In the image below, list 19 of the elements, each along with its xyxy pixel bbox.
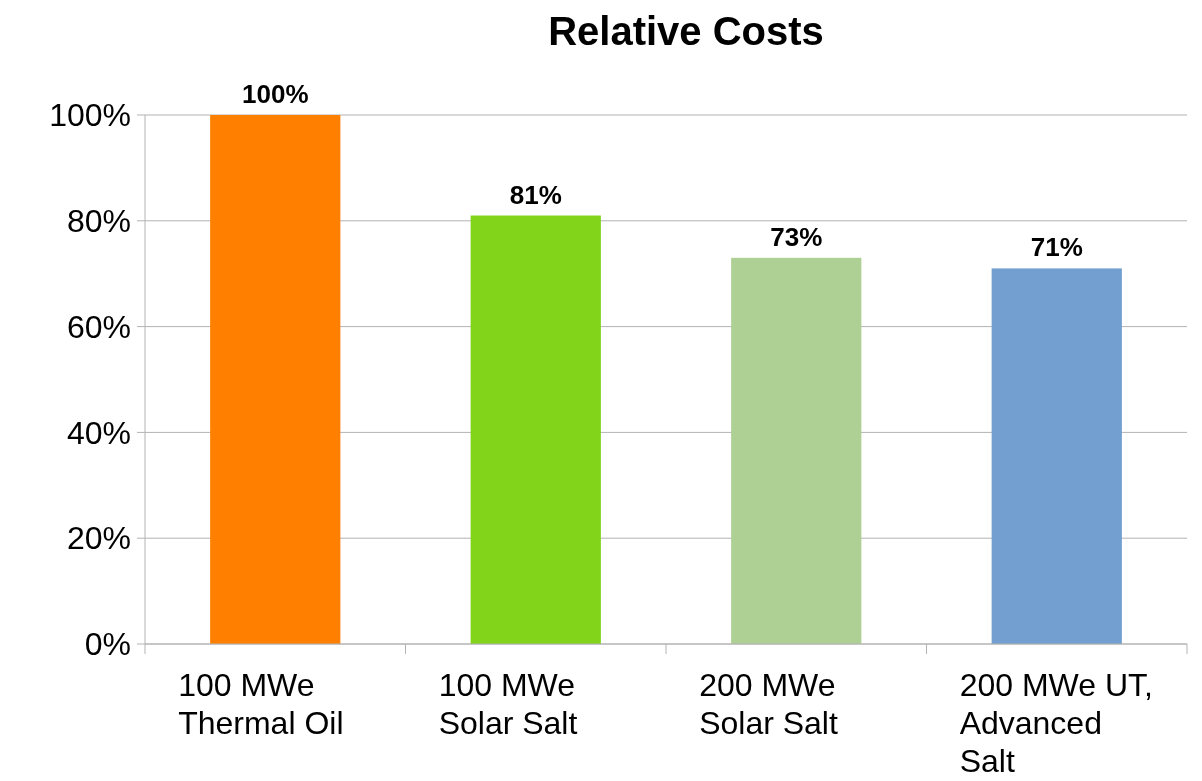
bar: [470, 215, 601, 644]
y-tick-label: 20%: [66, 520, 131, 557]
y-tick-label: 80%: [66, 203, 131, 239]
x-tick-label: 200 MWe Solar Salt: [699, 667, 838, 741]
y-tick-label: 40%: [66, 414, 131, 451]
bar: [210, 115, 341, 644]
chart-title: Relative Costs: [548, 9, 824, 53]
x-tick-label: 100 MWe Solar Salt: [438, 667, 578, 741]
y-tick-label: 100%: [49, 97, 131, 134]
data-label: 73%: [770, 221, 823, 252]
data-label: 81%: [509, 179, 562, 210]
bar: [731, 257, 862, 644]
bar: [991, 268, 1122, 644]
y-tick-label: 0%: [84, 626, 131, 663]
data-label: 100%: [242, 79, 309, 109]
y-tick-label: 60%: [66, 308, 131, 345]
x-tick-label: 100 MWe Thermal Oil: [178, 667, 344, 741]
data-label: 71%: [1030, 232, 1083, 263]
x-tick-label: 200 MWe UT, Advanced Salt: [959, 667, 1153, 779]
